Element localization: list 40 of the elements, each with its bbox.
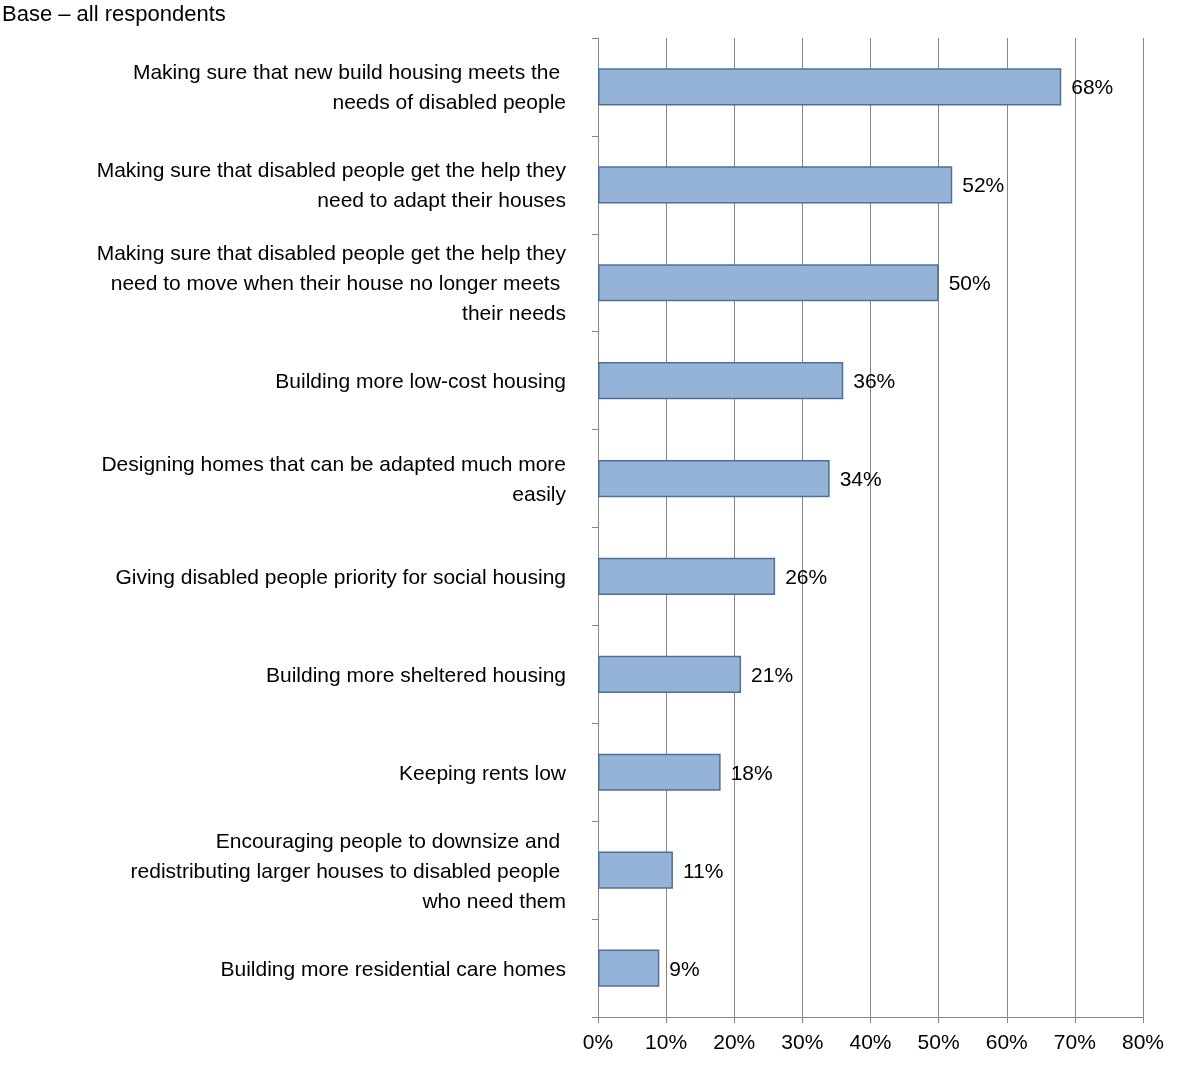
data-label: 36% bbox=[853, 369, 896, 393]
x-tick-label: 50% bbox=[917, 1030, 960, 1053]
data-label: 9% bbox=[669, 956, 700, 980]
y-tick-label: Building more low-cost housing bbox=[275, 369, 566, 393]
y-tick-label: Encouraging people to downsize and redistributing larger houses to disabled people who need them bbox=[130, 828, 566, 912]
bar bbox=[598, 68, 1062, 106]
data-label: 18% bbox=[730, 760, 773, 784]
data-label: 68% bbox=[1071, 75, 1114, 99]
x-tick-label: 70% bbox=[1053, 1030, 1096, 1053]
data-label: 34% bbox=[839, 467, 882, 491]
x-tick-label: 0% bbox=[582, 1030, 614, 1053]
y-tick-label: Making sure that new build housing meets the needs of disabled people bbox=[132, 60, 566, 114]
y-tick-label: Making sure that disabled people get the help they need to adapt their houses bbox=[96, 158, 567, 212]
x-tick-label: 60% bbox=[985, 1030, 1028, 1053]
x-tick-label: 30% bbox=[781, 1030, 824, 1053]
bar bbox=[598, 655, 742, 693]
bar bbox=[598, 557, 776, 596]
data-label: 21% bbox=[751, 662, 794, 686]
y-tick-label: Keeping rents low bbox=[399, 760, 567, 784]
y-tick-label: Designing homes that can be adapted much more easily bbox=[101, 452, 567, 506]
bar bbox=[598, 851, 673, 889]
bar bbox=[598, 362, 844, 400]
data-label: 11% bbox=[682, 858, 724, 882]
y-tick-label: Making sure that disabled people get the help they need to move when their house no longer meets their needs bbox=[96, 241, 567, 325]
x-tick-label: 80% bbox=[1121, 1030, 1165, 1053]
y-tick-label: Building more residential care homes bbox=[220, 956, 566, 980]
data-label: 50% bbox=[948, 271, 991, 295]
text: Base – all respondents bbox=[2, 0, 226, 26]
bar bbox=[598, 753, 721, 791]
y-tick-label: Building more sheltered housing bbox=[265, 662, 566, 686]
bar bbox=[598, 264, 939, 302]
bar bbox=[598, 166, 953, 204]
bar bbox=[598, 459, 830, 498]
data-label: 52% bbox=[962, 173, 1005, 197]
x-tick-label: 10% bbox=[645, 1030, 688, 1053]
y-tick-label: Giving disabled people priority for social housing bbox=[115, 564, 566, 588]
x-tick-label: 20% bbox=[713, 1030, 756, 1053]
data-label: 26% bbox=[785, 564, 828, 588]
x-tick-label: 40% bbox=[849, 1030, 892, 1053]
bar bbox=[598, 949, 660, 987]
